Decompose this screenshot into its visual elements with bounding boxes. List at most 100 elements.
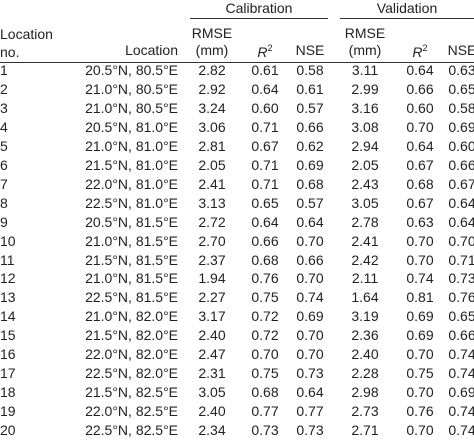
cell: 4 [0, 118, 8, 135]
cell: 5 [0, 137, 8, 154]
cell: 22.5°N, 82.5°E [85, 422, 178, 439]
cell: 18 [0, 384, 16, 401]
cell: 0.77 [296, 403, 324, 420]
cell: 21.0°N, 82.0°E [85, 308, 178, 325]
cell: 20.5°N, 81.5°E [85, 213, 178, 230]
cell: 22.5°N, 81.0°E [85, 194, 178, 211]
cell: 22.0°N, 82.5°E [85, 403, 178, 420]
column-header: RMSE [344, 25, 386, 41]
cell: 17 [0, 365, 16, 382]
cell: 9 [0, 213, 8, 230]
cell: 0.66 [251, 232, 279, 249]
column-header: Location [125, 42, 178, 58]
cell: 0.67 [251, 137, 279, 154]
group-rule [340, 18, 474, 19]
cell: 2.94 [351, 137, 379, 154]
cell: 2.36 [351, 327, 379, 344]
cell: 13 [0, 289, 16, 306]
group-label: Validation [376, 0, 438, 16]
cell: 2.05 [198, 156, 226, 173]
cell: 0.68 [406, 175, 434, 192]
cell: 0.70 [296, 270, 324, 287]
cell: 0.72 [251, 308, 279, 325]
cell: 3.06 [198, 118, 226, 135]
cell: 2.31 [198, 365, 226, 382]
cell: 0.73 [251, 422, 279, 439]
cell: 0.65 [251, 194, 279, 211]
cell: 0.66 [296, 251, 324, 268]
cell: 0.64 [406, 137, 434, 154]
cell: 0.68 [251, 251, 279, 268]
cell: 0.67 [406, 156, 434, 173]
cell: 0.70 [448, 232, 474, 249]
cell: 21.5°N, 81.0°E [85, 156, 178, 173]
cell: 2.71 [351, 422, 379, 439]
cell: 2.92 [198, 80, 226, 97]
cell: 0.68 [296, 175, 324, 192]
cell: 2.47 [198, 346, 226, 363]
group-rule [190, 18, 328, 19]
cell: 0.57 [296, 194, 324, 211]
cell: 0.67 [448, 175, 474, 192]
cell: 0.76 [251, 270, 279, 287]
cell: 0.70 [296, 232, 324, 249]
cell: 2.78 [351, 213, 379, 230]
cell: 0.64 [251, 213, 279, 230]
cell: 0.75 [251, 365, 279, 382]
cell: 0.70 [406, 346, 434, 363]
cell: 0.71 [251, 175, 279, 192]
cell: 0.69 [406, 308, 434, 325]
cell: 22.5°N, 82.0°E [85, 365, 178, 382]
cell: 16 [0, 346, 16, 363]
cell: 0.70 [406, 384, 434, 401]
cell: 2 [0, 80, 8, 97]
cell: 0.69 [296, 156, 324, 173]
cell: 0.57 [296, 99, 324, 116]
cell: 12 [0, 270, 16, 287]
cell: 20 [0, 422, 16, 439]
cell: 8 [0, 194, 8, 211]
cell: 0.69 [448, 384, 474, 401]
cell: 0.58 [296, 62, 324, 78]
cell: 0.76 [448, 289, 474, 306]
cell: 0.64 [251, 80, 279, 97]
cell: 2.40 [351, 346, 379, 363]
cell: 0.63 [406, 213, 434, 230]
column-header: NSE [447, 42, 474, 58]
cell: 0.64 [448, 213, 474, 230]
cell: 0.60 [251, 99, 279, 116]
cell: 6 [0, 156, 8, 173]
cell: 15 [0, 327, 16, 344]
cell: 22.0°N, 82.0°E [85, 346, 178, 363]
cell: 0.71 [251, 118, 279, 135]
cell: 0.64 [296, 213, 324, 230]
cell: 0.61 [296, 80, 324, 97]
cell: 21.5°N, 82.5°E [85, 384, 178, 401]
cell: 2.37 [198, 251, 226, 268]
cell: 3.19 [351, 308, 379, 325]
header-sup: 2 [267, 43, 273, 53]
cell: 0.67 [406, 194, 434, 211]
cell: 3.17 [198, 308, 226, 325]
cell: 21.0°N, 80.5°E [85, 99, 178, 116]
cell: 0.69 [296, 308, 324, 325]
cell: 2.42 [351, 251, 379, 268]
cell: 0.64 [406, 62, 434, 78]
cell: 2.41 [351, 232, 379, 249]
cell: 0.61 [251, 62, 279, 78]
cell: 0.70 [251, 346, 279, 363]
header-base: R [412, 44, 423, 60]
cell: 0.65 [448, 308, 474, 325]
cell: 3.11 [351, 62, 379, 78]
cell: 21.0°N, 81.5°E [85, 232, 178, 249]
cell: 2.40 [198, 327, 226, 344]
column-header: no. [0, 44, 20, 60]
cell: 0.77 [251, 403, 279, 420]
cell: 2.34 [198, 422, 226, 439]
cell: 19 [0, 403, 16, 420]
cell: 0.70 [406, 232, 434, 249]
cell: 7 [0, 175, 8, 192]
cell: 3.13 [198, 194, 226, 211]
cell: 3.05 [351, 194, 379, 211]
